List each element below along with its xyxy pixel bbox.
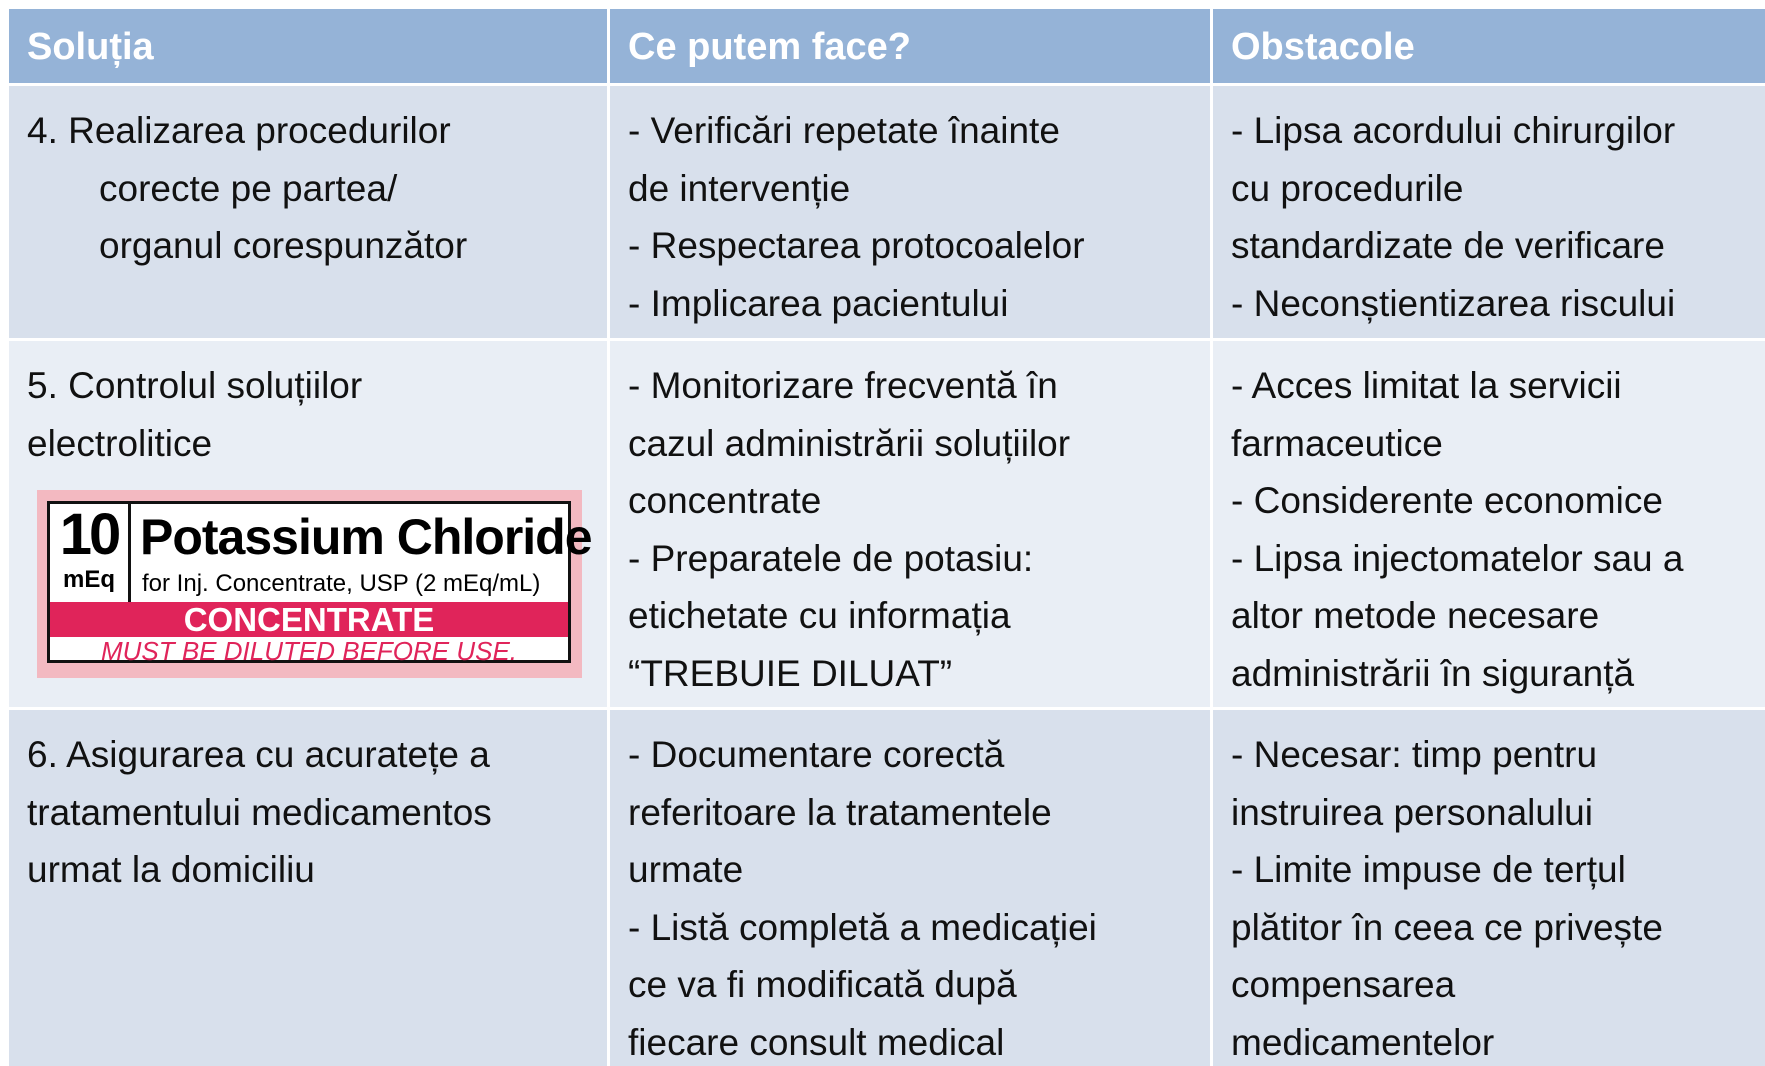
cell-line: urmat la domiciliu — [27, 841, 597, 899]
cell-line: urmate — [628, 841, 1200, 899]
cell-line: 5. Controlul soluțiilor — [27, 357, 597, 415]
label-unit: mEq — [50, 566, 128, 594]
cell-line: electrolitice — [27, 415, 597, 473]
cell-line: standardizate de verificare — [1231, 217, 1761, 275]
cell-line: - Considerente economice — [1231, 472, 1761, 530]
label-name: Potassium Chloride — [140, 508, 592, 566]
cell-line: - Monitorizare frecventă în — [628, 357, 1200, 415]
cell-line: - Acces limitat la servicii — [1231, 357, 1761, 415]
cell-line: - Limite impuse de terțul — [1231, 841, 1761, 899]
cell-line: cazul administrării soluțiilor — [628, 415, 1200, 473]
header-cell: Obstacole — [1213, 9, 1765, 83]
label-box: 10 mEq Potassium Chloride for Inj. Conce… — [47, 501, 571, 663]
header-cell: Soluția — [9, 9, 607, 83]
header-cell: Ce putem face? — [610, 9, 1210, 83]
label-banner: CONCENTRATE — [50, 602, 568, 637]
cell-line: etichetate cu informația — [628, 587, 1200, 645]
cell-line: plătitor în ceea ce privește — [1231, 899, 1761, 957]
cell-line: fiecare consult medical — [628, 1014, 1200, 1066]
cell-line: farmaceutice — [1231, 415, 1761, 473]
cell-line: medicamentelor — [1231, 1014, 1761, 1066]
cell-line: - Preparatele de potasiu: — [628, 530, 1200, 588]
cell-line: 6. Asigurarea cu acuratețe a — [27, 726, 597, 784]
drug-label-image: 10 mEq Potassium Chloride for Inj. Conce… — [37, 490, 582, 678]
cell-line: ce va fi modificată după — [628, 956, 1200, 1014]
cell-line: - Neconștientizarea riscului — [1231, 275, 1761, 333]
label-dose: 10 mEq — [50, 504, 131, 602]
cell-line: - Documentare corectă — [628, 726, 1200, 784]
label-subtitle: for Inj. Concentrate, USP (2 mEq/mL) — [142, 570, 540, 598]
cell-line: cu procedurile — [1231, 160, 1761, 218]
label-number: 10 — [50, 504, 128, 566]
cell-line: de intervenție — [628, 160, 1200, 218]
cell-line: “TREBUIE DILUAT” — [628, 645, 1200, 703]
cell-line: - Listă completă a medicației — [628, 899, 1200, 957]
cell-line: instruirea personalului — [1231, 784, 1761, 842]
cell-line: administrării în siguranță — [1231, 645, 1761, 703]
cell-line: altor metode necesare — [1231, 587, 1761, 645]
cell-line: referitoare la tratamentele — [628, 784, 1200, 842]
label-warning: MUST BE DILUTED BEFORE USE. — [50, 637, 568, 663]
cell-line: - Lipsa injectomatelor sau a — [1231, 530, 1761, 588]
cell-line: - Necesar: timp pentru — [1231, 726, 1761, 784]
cell-line: compensarea — [1231, 956, 1761, 1014]
cell-line: tratamentului medicamentos — [27, 784, 597, 842]
cell-line: corecte pe partea/ — [27, 160, 597, 218]
cell-line: - Verificări repetate înainte — [628, 102, 1200, 160]
cell-line: 4. Realizarea procedurilor — [27, 102, 597, 160]
cell-line: - Respectarea protocoalelor — [628, 217, 1200, 275]
cell-line: concentrate — [628, 472, 1200, 530]
cell-line: - Lipsa acordului chirurgilor — [1231, 102, 1761, 160]
cell-line: - Implicarea pacientului — [628, 275, 1200, 333]
cell-line: organul corespunzător — [27, 217, 597, 275]
